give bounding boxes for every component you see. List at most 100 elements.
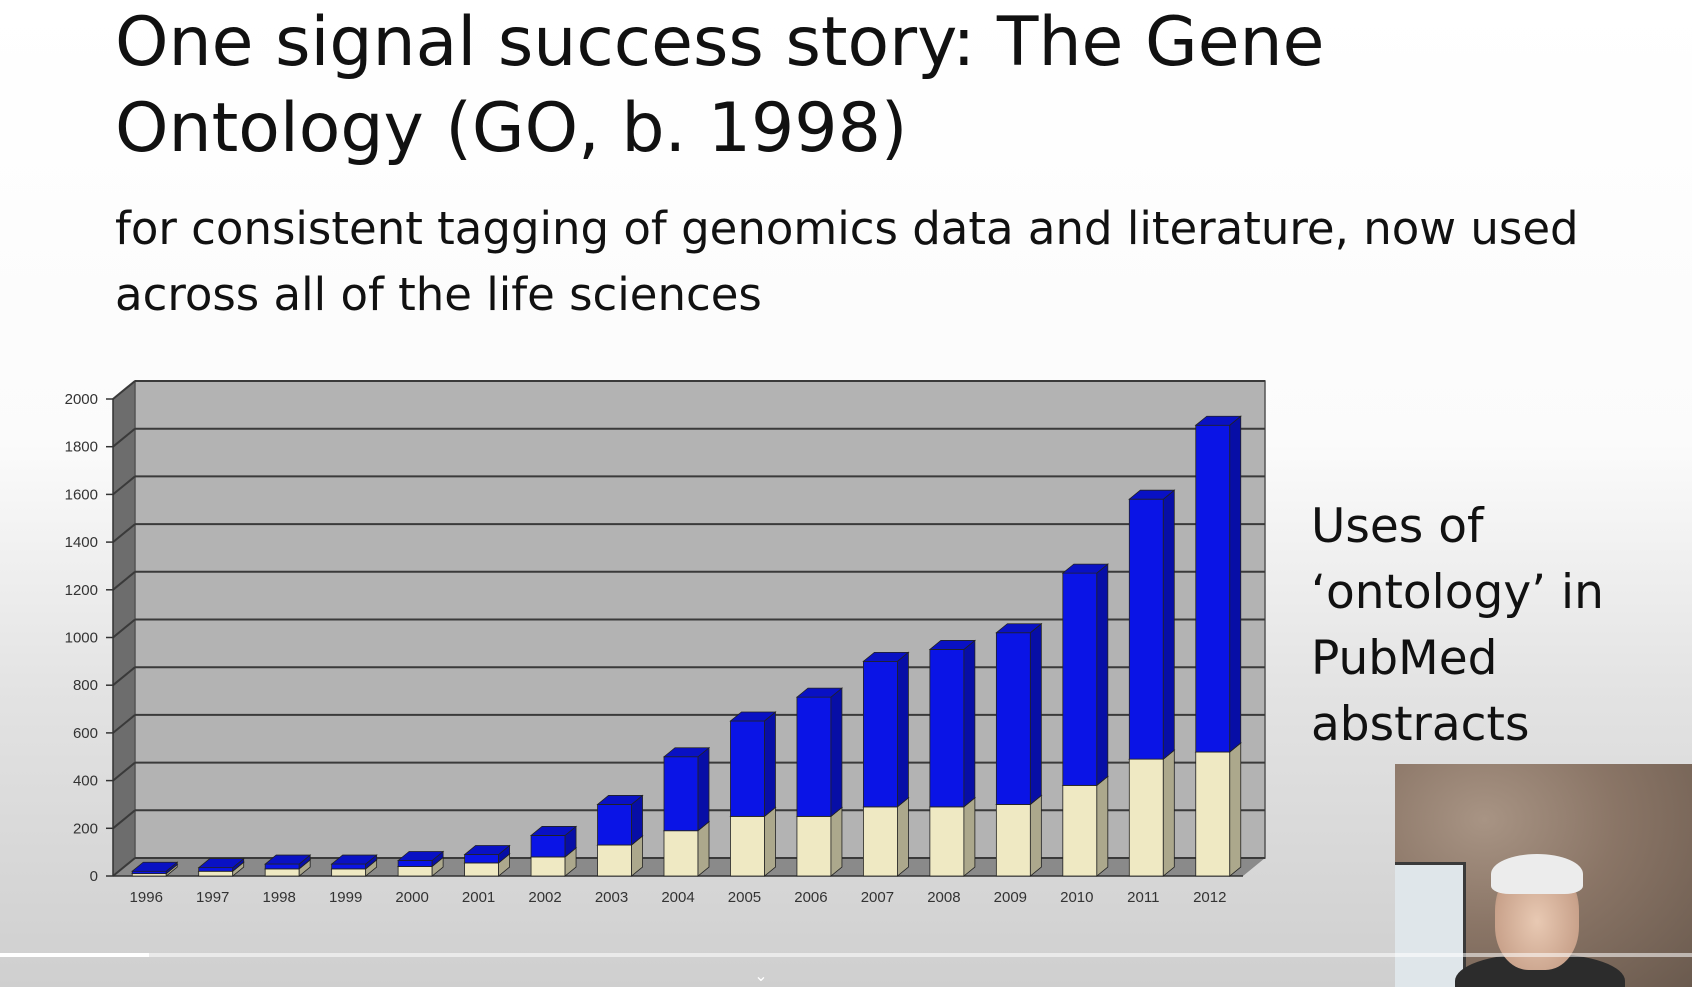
chevron-down-icon[interactable]: ⌄ <box>754 966 768 985</box>
bar-2003-series2 <box>597 804 632 846</box>
bar-2008-series2 <box>929 649 965 808</box>
bar-2011-series1-side <box>1162 749 1175 877</box>
x-tick-label: 2007 <box>861 889 894 906</box>
y-tick-label: 200 <box>73 820 98 837</box>
bar-2004-series2 <box>663 756 699 832</box>
x-tick-label: 2009 <box>994 889 1027 906</box>
x-tick-label: 2003 <box>595 889 628 906</box>
bar-2002-series1 <box>530 856 566 877</box>
y-tick-label: 800 <box>73 677 98 694</box>
bar-2012-series2-side <box>1229 415 1242 753</box>
bar-2000-series2-top <box>396 851 445 861</box>
bar-2010-series1-side <box>1096 775 1109 877</box>
bar-2002-series2 <box>530 835 566 858</box>
bar-1997-series1 <box>198 870 234 877</box>
bar-2007-series1-side <box>897 796 909 877</box>
presenter-hair <box>1491 854 1583 894</box>
bar-1996-series2-top <box>131 861 179 872</box>
y-tick-label: 1200 <box>65 582 98 599</box>
bar-2007-series2-top <box>862 651 910 662</box>
gridline-side <box>112 857 136 877</box>
bar-2011-series2-top <box>1128 489 1176 500</box>
bar-1997-series2-top <box>197 858 245 869</box>
bar-1998-series1 <box>264 868 300 877</box>
x-tick-label: 2012 <box>1193 889 1226 906</box>
x-tick-label: 2008 <box>927 889 960 906</box>
slide-subtitle: for consistent tagging of genomics data … <box>115 202 1579 321</box>
bar-2010-series2 <box>1062 572 1098 786</box>
bar-1999-series2 <box>331 863 367 870</box>
bar-1998-series2-top <box>264 854 312 865</box>
bar-2003-series2-top <box>596 795 644 805</box>
x-tick-label: 1999 <box>329 889 362 906</box>
bar-2004-series1 <box>663 830 699 877</box>
bar-2005-series2-side <box>764 711 776 818</box>
bar-2006-series1 <box>796 815 832 877</box>
bar-1999-series2-top <box>330 854 378 865</box>
bar-2001-series2 <box>464 854 499 864</box>
bar-2012-series2-top <box>1194 415 1242 426</box>
y-tick-label: 400 <box>73 773 98 790</box>
gridline-side <box>112 761 136 782</box>
bar-2008-series2-side <box>963 639 976 808</box>
gridline-side <box>112 475 136 496</box>
y-tick-label: 1600 <box>65 486 98 503</box>
bar-2007-series2 <box>863 660 898 808</box>
gridline-side <box>112 618 136 639</box>
slide-title: One signal success story: The Gene Ontol… <box>115 3 1325 168</box>
x-tick-label: 2002 <box>528 889 561 906</box>
bar-2008-series2-top <box>928 640 977 650</box>
bar-2012-series1-side <box>1229 742 1242 877</box>
bar-2009-series1 <box>995 804 1031 877</box>
bar-2001-series1 <box>464 862 499 877</box>
y-tick-label: 1800 <box>65 439 98 456</box>
gridline-side <box>112 571 136 591</box>
bar-1999-series1 <box>331 868 367 877</box>
bar-2009-series2-top <box>995 623 1043 634</box>
bar-2004-series2-side <box>697 746 710 832</box>
bar-2002-series2-top <box>529 826 578 836</box>
x-tick-label: 2010 <box>1060 889 1093 906</box>
gridline-side <box>112 809 136 830</box>
bar-2012-series2 <box>1195 424 1231 753</box>
x-tick-label: 2004 <box>661 889 694 906</box>
bar-2010-series2-side <box>1096 563 1109 787</box>
bar-2010-series2-top <box>1061 563 1109 574</box>
bar-2011-series2 <box>1128 498 1164 760</box>
webcam-overlay <box>1395 764 1692 987</box>
bar-2003-series1 <box>597 844 632 877</box>
gridline-side <box>112 523 136 543</box>
bar-2006-series2-side <box>830 687 843 818</box>
bar-2006-series1-side <box>830 806 843 877</box>
y-tick-label: 1000 <box>65 630 98 647</box>
bar-2005-series2 <box>730 720 765 817</box>
chart-side-label: Uses of ‘ontology’ in PubMed abstracts <box>1311 499 1604 752</box>
x-tick-label: 2000 <box>395 889 428 906</box>
x-tick-label: 2011 <box>1127 889 1159 906</box>
bar-2007-series1 <box>863 806 898 877</box>
bar-1997-series2 <box>198 867 234 872</box>
x-tick-label: 1998 <box>262 889 295 906</box>
bar-2005-series1-side <box>764 806 776 877</box>
video-progress-track[interactable] <box>0 953 1692 957</box>
bar-2000-series1 <box>397 866 433 877</box>
x-tick-label: 1997 <box>196 889 229 906</box>
gridline-side <box>112 666 136 686</box>
gridline-side <box>112 714 136 734</box>
y-tick-label: 600 <box>73 725 98 742</box>
bar-2005-series1 <box>730 815 765 877</box>
video-progress-played[interactable] <box>0 953 149 957</box>
bar-2009-series2-side <box>1029 622 1042 806</box>
x-tick-label: 1996 <box>130 889 163 906</box>
bar-2011-series2-side <box>1162 489 1175 760</box>
x-tick-label: 2005 <box>728 889 761 906</box>
y-tick-label: 0 <box>90 868 98 885</box>
bar-2005-series2-top <box>729 711 777 722</box>
projector-screen <box>1395 862 1466 987</box>
bar-2004-series2-top <box>662 747 711 758</box>
y-tick-label: 1400 <box>65 534 98 551</box>
gridline-side <box>112 380 136 400</box>
bar-2011-series1 <box>1128 758 1164 877</box>
gridline-side <box>112 427 136 448</box>
